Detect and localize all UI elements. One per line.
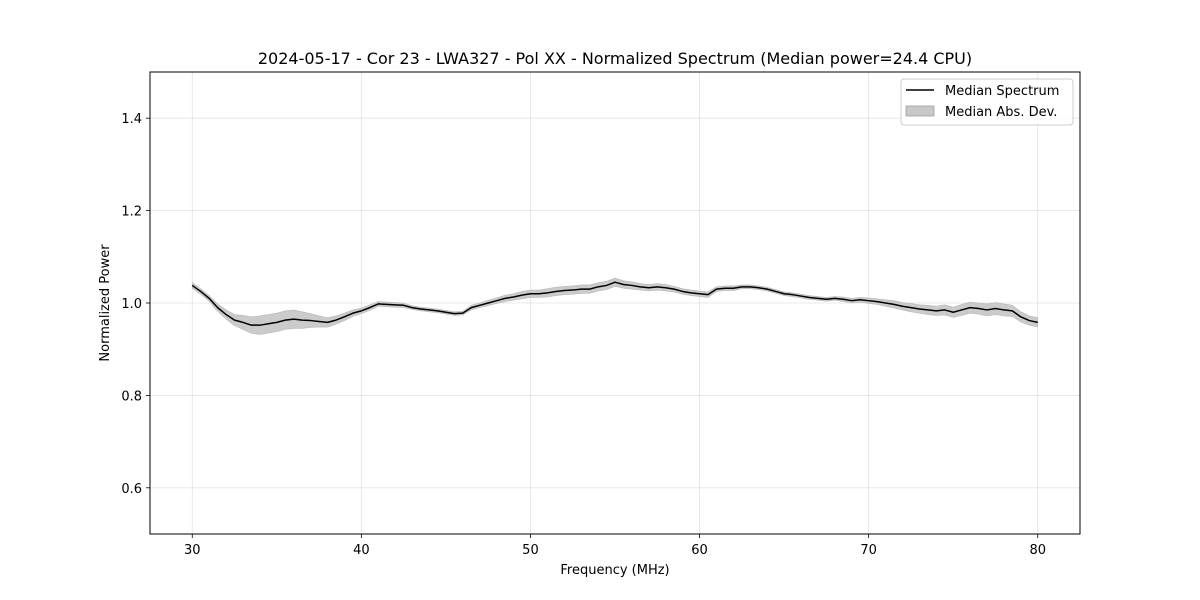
median-line-layer (191, 281, 1038, 326)
x-tick-label: 80 (1029, 543, 1046, 558)
x-tick-label: 70 (860, 543, 877, 558)
y-tick-label: 0.6 (121, 482, 142, 497)
y-axis-label: Normalized Power (98, 244, 113, 362)
y-tick-label: 1.0 (121, 297, 142, 312)
legend-median-label: Median Spectrum (945, 84, 1059, 99)
mad-band (191, 277, 1039, 335)
x-axis-ticks: 30 40 50 60 70 80 (184, 534, 1046, 558)
x-axis-label: Frequency (MHz) (560, 563, 669, 578)
x-tick-label: 50 (522, 543, 539, 558)
chart-title: 2024-05-17 - Cor 23 - LWA327 - Pol XX - … (258, 49, 972, 68)
y-axis-ticks: 0.6 0.8 1.0 1.2 1.4 (121, 112, 150, 497)
legend-mad-label: Median Abs. Dev. (945, 105, 1057, 120)
median-spectrum-line (191, 281, 1038, 326)
y-tick-label: 1.4 (121, 112, 142, 127)
y-tick-label: 1.2 (121, 205, 142, 220)
legend-box (900, 78, 1074, 126)
y-tick-label: 0.8 (121, 389, 142, 404)
x-tick-label: 30 (184, 543, 201, 558)
legend: Median Spectrum Median Abs. Dev. (900, 78, 1074, 126)
x-tick-label: 40 (353, 543, 370, 558)
mad-band-layer (191, 277, 1039, 335)
x-tick-label: 60 (691, 543, 708, 558)
legend-mad-swatch (905, 105, 935, 117)
